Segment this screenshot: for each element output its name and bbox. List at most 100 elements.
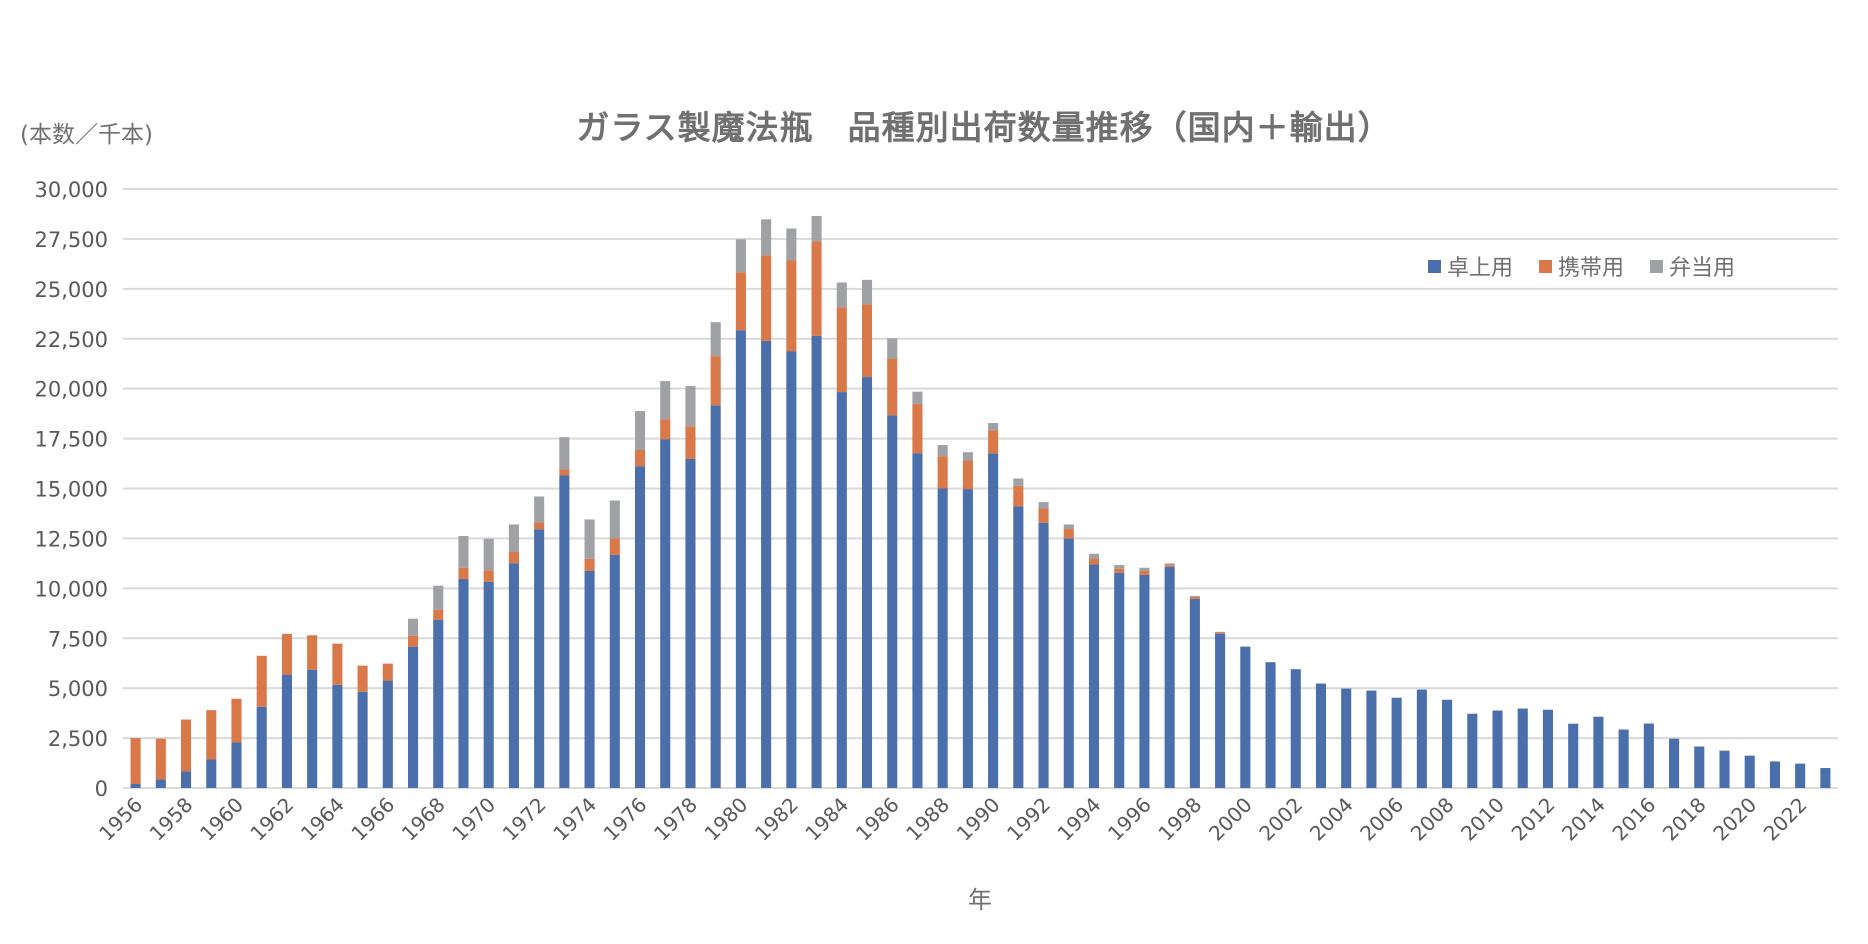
bar-segment xyxy=(1694,746,1705,788)
bar-segment xyxy=(1568,723,1579,788)
y-tick-label: 10,000 xyxy=(35,577,108,601)
y-tick-label: 17,500 xyxy=(35,428,108,452)
bar-segment xyxy=(1820,768,1831,788)
bar-segment xyxy=(660,439,671,788)
bar-segment xyxy=(458,567,469,579)
bar-segment xyxy=(634,449,646,467)
x-tick-label: 1994 xyxy=(1053,793,1106,846)
bar-segment xyxy=(357,691,368,788)
bar-segment xyxy=(231,742,242,788)
bar-segment xyxy=(735,330,746,788)
x-tick-label: 1962 xyxy=(246,793,299,846)
bar-segment xyxy=(332,684,343,788)
bar-segment xyxy=(1593,716,1604,788)
bar-segment xyxy=(1139,570,1150,575)
bar-segment xyxy=(836,307,847,393)
bar-segment xyxy=(508,551,519,564)
bar-segment xyxy=(1164,563,1175,566)
bar-segment xyxy=(1189,596,1200,599)
x-tick-label: 1970 xyxy=(447,793,500,846)
x-tick-label: 1992 xyxy=(1002,793,1055,846)
bar-segment xyxy=(307,669,318,788)
bar-segment xyxy=(1215,633,1226,788)
bar-segment xyxy=(735,272,746,331)
x-tick-label: 2002 xyxy=(1254,793,1307,846)
bar-segment xyxy=(685,458,696,788)
bar-segment xyxy=(382,680,393,788)
bar-segment xyxy=(710,356,721,406)
bar-segment xyxy=(1114,572,1125,788)
bar-segment xyxy=(937,456,948,489)
bar-segment xyxy=(685,426,696,459)
bar-segment xyxy=(584,570,595,788)
x-tick-label: 1968 xyxy=(397,793,450,846)
x-tick-label: 2020 xyxy=(1708,793,1761,846)
legend-item-desktop: 卓上用 xyxy=(1428,250,1513,282)
bar-segment xyxy=(130,784,141,788)
bar-segment xyxy=(1139,567,1150,571)
x-tick-label: 2012 xyxy=(1507,793,1560,846)
bar-segment xyxy=(836,392,847,788)
bar-segment xyxy=(483,581,494,788)
bar-segment xyxy=(1442,699,1453,788)
y-tick-label: 25,000 xyxy=(35,278,108,302)
bar-segment xyxy=(1013,478,1024,486)
x-tick-label: 1998 xyxy=(1153,793,1206,846)
bar-segment xyxy=(483,570,494,582)
bar-segment xyxy=(1744,755,1755,788)
bar-segment xyxy=(332,643,343,685)
y-tick-label: 5,000 xyxy=(48,677,108,701)
bar-segment xyxy=(357,665,368,692)
bar-segment xyxy=(1795,763,1806,788)
legend-label: 携帯用 xyxy=(1558,256,1625,281)
bar-segment xyxy=(761,340,772,788)
bar-segment xyxy=(685,386,696,427)
bar-segment xyxy=(508,524,519,552)
bar-segment xyxy=(1366,690,1377,788)
bar-segment xyxy=(181,771,192,788)
x-tick-label: 2006 xyxy=(1355,793,1408,846)
x-tick-label: 1958 xyxy=(145,793,198,846)
bar-segment xyxy=(1139,574,1150,788)
bar-segment xyxy=(458,536,469,568)
bar-segment xyxy=(887,358,898,416)
gridlines xyxy=(123,188,1838,789)
x-tick-label: 1980 xyxy=(699,793,752,846)
bar-segment xyxy=(559,437,570,470)
bar-segment xyxy=(1038,522,1049,788)
bar-segment xyxy=(609,538,620,555)
bar-segment xyxy=(786,260,797,352)
bar-segment xyxy=(988,430,999,454)
x-tick-label: 1964 xyxy=(296,793,349,846)
bar-segment xyxy=(458,578,469,788)
y-tick-label: 27,500 xyxy=(35,228,108,252)
bar-segment xyxy=(307,635,318,670)
bar-segment xyxy=(937,488,948,788)
bar-segment xyxy=(912,453,923,788)
bar-segment xyxy=(1669,738,1680,788)
legend-label: 弁当用 xyxy=(1669,256,1736,281)
bar-segment xyxy=(1492,710,1503,788)
legend-swatch-icon xyxy=(1539,259,1553,273)
bar-segment xyxy=(1643,723,1654,788)
bar-segment xyxy=(836,282,847,308)
y-tick-label: 7,500 xyxy=(48,627,108,651)
bar-segment xyxy=(1038,508,1049,523)
bar-segment xyxy=(962,452,973,461)
bar-segment xyxy=(508,563,519,788)
y-tick-label: 30,000 xyxy=(35,178,108,202)
bar-segment xyxy=(1416,689,1427,788)
x-tick-label: 1972 xyxy=(498,793,551,846)
legend: 卓上用 携帯用 弁当用 xyxy=(1428,250,1735,282)
bar-segment xyxy=(609,554,620,788)
bar-segment xyxy=(937,444,948,457)
bar-segment xyxy=(433,619,444,788)
bar-segment xyxy=(1164,565,1175,567)
y-tick-label: 20,000 xyxy=(35,378,108,402)
bar-segment xyxy=(256,706,267,788)
x-tick-label: 1960 xyxy=(195,793,248,846)
bar-segment xyxy=(1164,566,1175,788)
bar-segment xyxy=(407,646,419,788)
x-tick-label: 2004 xyxy=(1305,793,1358,846)
bar-segment xyxy=(584,558,595,571)
